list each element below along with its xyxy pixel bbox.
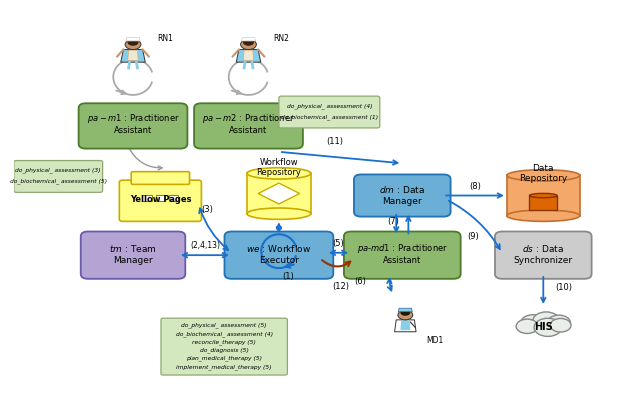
- Polygon shape: [401, 320, 411, 330]
- Text: (3): (3): [201, 205, 213, 214]
- Text: Assistant: Assistant: [229, 126, 268, 135]
- Text: $\it{we}$ : Workflow: $\it{we}$ : Workflow: [246, 243, 312, 254]
- Text: Executor: Executor: [259, 256, 299, 265]
- Text: (2,4,13): (2,4,13): [190, 241, 220, 250]
- Ellipse shape: [247, 208, 311, 219]
- Bar: [507, 176, 580, 216]
- Circle shape: [243, 38, 254, 46]
- Text: (12): (12): [332, 282, 349, 291]
- Ellipse shape: [507, 170, 580, 181]
- Text: (9): (9): [467, 232, 478, 241]
- FancyBboxPatch shape: [354, 174, 450, 217]
- Text: do_diagnosis (5): do_diagnosis (5): [200, 348, 249, 353]
- FancyBboxPatch shape: [14, 160, 103, 192]
- Bar: [530, 196, 557, 210]
- Text: do_biochemical_ assessment (4): do_biochemical_ assessment (4): [176, 331, 273, 337]
- Text: (8): (8): [469, 182, 481, 191]
- Text: $\it{pa-m1}$ : Practitioner: $\it{pa-m1}$ : Practitioner: [87, 112, 179, 125]
- Bar: [169, 196, 178, 201]
- Text: MD1: MD1: [427, 336, 444, 345]
- Text: do_biochemical_ assessment (5): do_biochemical_ assessment (5): [10, 179, 107, 184]
- Text: Yellow Pages: Yellow Pages: [130, 195, 191, 204]
- Text: implement_medical_therapy (5): implement_medical_therapy (5): [176, 364, 272, 370]
- Ellipse shape: [507, 210, 580, 221]
- Text: RN2: RN2: [273, 34, 288, 43]
- Text: Synchronizer: Synchronizer: [514, 256, 573, 265]
- Text: Repository: Repository: [519, 174, 568, 183]
- Text: (11): (11): [326, 137, 343, 146]
- Circle shape: [128, 38, 139, 46]
- Text: $\it{dm}$ : Data: $\it{dm}$ : Data: [379, 184, 426, 195]
- Polygon shape: [128, 50, 138, 60]
- Text: Repository: Repository: [257, 168, 302, 178]
- Circle shape: [533, 312, 559, 329]
- FancyBboxPatch shape: [344, 231, 460, 279]
- Text: Workflow: Workflow: [260, 158, 298, 167]
- Polygon shape: [126, 38, 140, 41]
- FancyBboxPatch shape: [161, 318, 287, 375]
- Text: do_physical_ assessment (5): do_physical_ assessment (5): [181, 323, 267, 328]
- FancyBboxPatch shape: [81, 231, 185, 279]
- Circle shape: [550, 318, 571, 332]
- Circle shape: [125, 39, 141, 49]
- Circle shape: [240, 39, 257, 49]
- Bar: [143, 196, 151, 201]
- FancyBboxPatch shape: [131, 172, 189, 184]
- Polygon shape: [394, 320, 416, 332]
- FancyBboxPatch shape: [279, 96, 380, 128]
- Text: $\it{pa-m2}$ : Practitioner: $\it{pa-m2}$ : Practitioner: [202, 112, 295, 125]
- FancyBboxPatch shape: [224, 231, 333, 279]
- Polygon shape: [258, 183, 300, 204]
- Text: Assistant: Assistant: [114, 126, 152, 135]
- Polygon shape: [398, 308, 412, 312]
- Ellipse shape: [247, 168, 311, 179]
- Circle shape: [548, 315, 571, 330]
- Text: RN1: RN1: [158, 34, 173, 43]
- Circle shape: [516, 319, 538, 334]
- Text: (5): (5): [333, 239, 345, 248]
- FancyBboxPatch shape: [194, 103, 303, 148]
- Bar: [156, 196, 165, 201]
- Text: do_physical_ assessment (3): do_physical_ assessment (3): [16, 167, 101, 173]
- Polygon shape: [243, 50, 254, 60]
- Text: do_biochemical_ assessment (1): do_biochemical_ assessment (1): [281, 115, 378, 120]
- Ellipse shape: [530, 194, 557, 198]
- Text: HIS: HIS: [534, 322, 553, 332]
- Text: plan_medical_therapy (5): plan_medical_therapy (5): [186, 356, 262, 361]
- Text: $\it{pa\text{-}md1}$ : Practitioner: $\it{pa\text{-}md1}$ : Practitioner: [357, 242, 448, 255]
- Bar: [247, 174, 311, 214]
- Polygon shape: [121, 49, 145, 62]
- Text: (1): (1): [282, 272, 294, 281]
- Circle shape: [521, 315, 545, 331]
- Text: (6): (6): [354, 277, 366, 286]
- FancyBboxPatch shape: [120, 180, 201, 221]
- Text: $\it{tm}$ : Team: $\it{tm}$ : Team: [109, 243, 157, 254]
- Circle shape: [401, 309, 411, 316]
- FancyBboxPatch shape: [495, 231, 592, 279]
- FancyBboxPatch shape: [78, 103, 188, 148]
- Text: Manager: Manager: [383, 197, 422, 205]
- Circle shape: [534, 318, 562, 336]
- Text: (7): (7): [388, 217, 399, 226]
- Text: do_physical_ assessment (4): do_physical_ assessment (4): [287, 103, 372, 109]
- Text: $\it{ds}$ : Data: $\it{ds}$ : Data: [522, 243, 564, 254]
- Text: Data: Data: [533, 164, 554, 173]
- Polygon shape: [242, 38, 255, 41]
- Text: reconcile_therapy (5): reconcile_therapy (5): [193, 339, 256, 345]
- Text: Manager: Manager: [113, 256, 153, 265]
- Polygon shape: [236, 49, 261, 62]
- Circle shape: [398, 310, 413, 320]
- Text: Assistant: Assistant: [383, 256, 421, 265]
- Text: (10): (10): [556, 283, 573, 292]
